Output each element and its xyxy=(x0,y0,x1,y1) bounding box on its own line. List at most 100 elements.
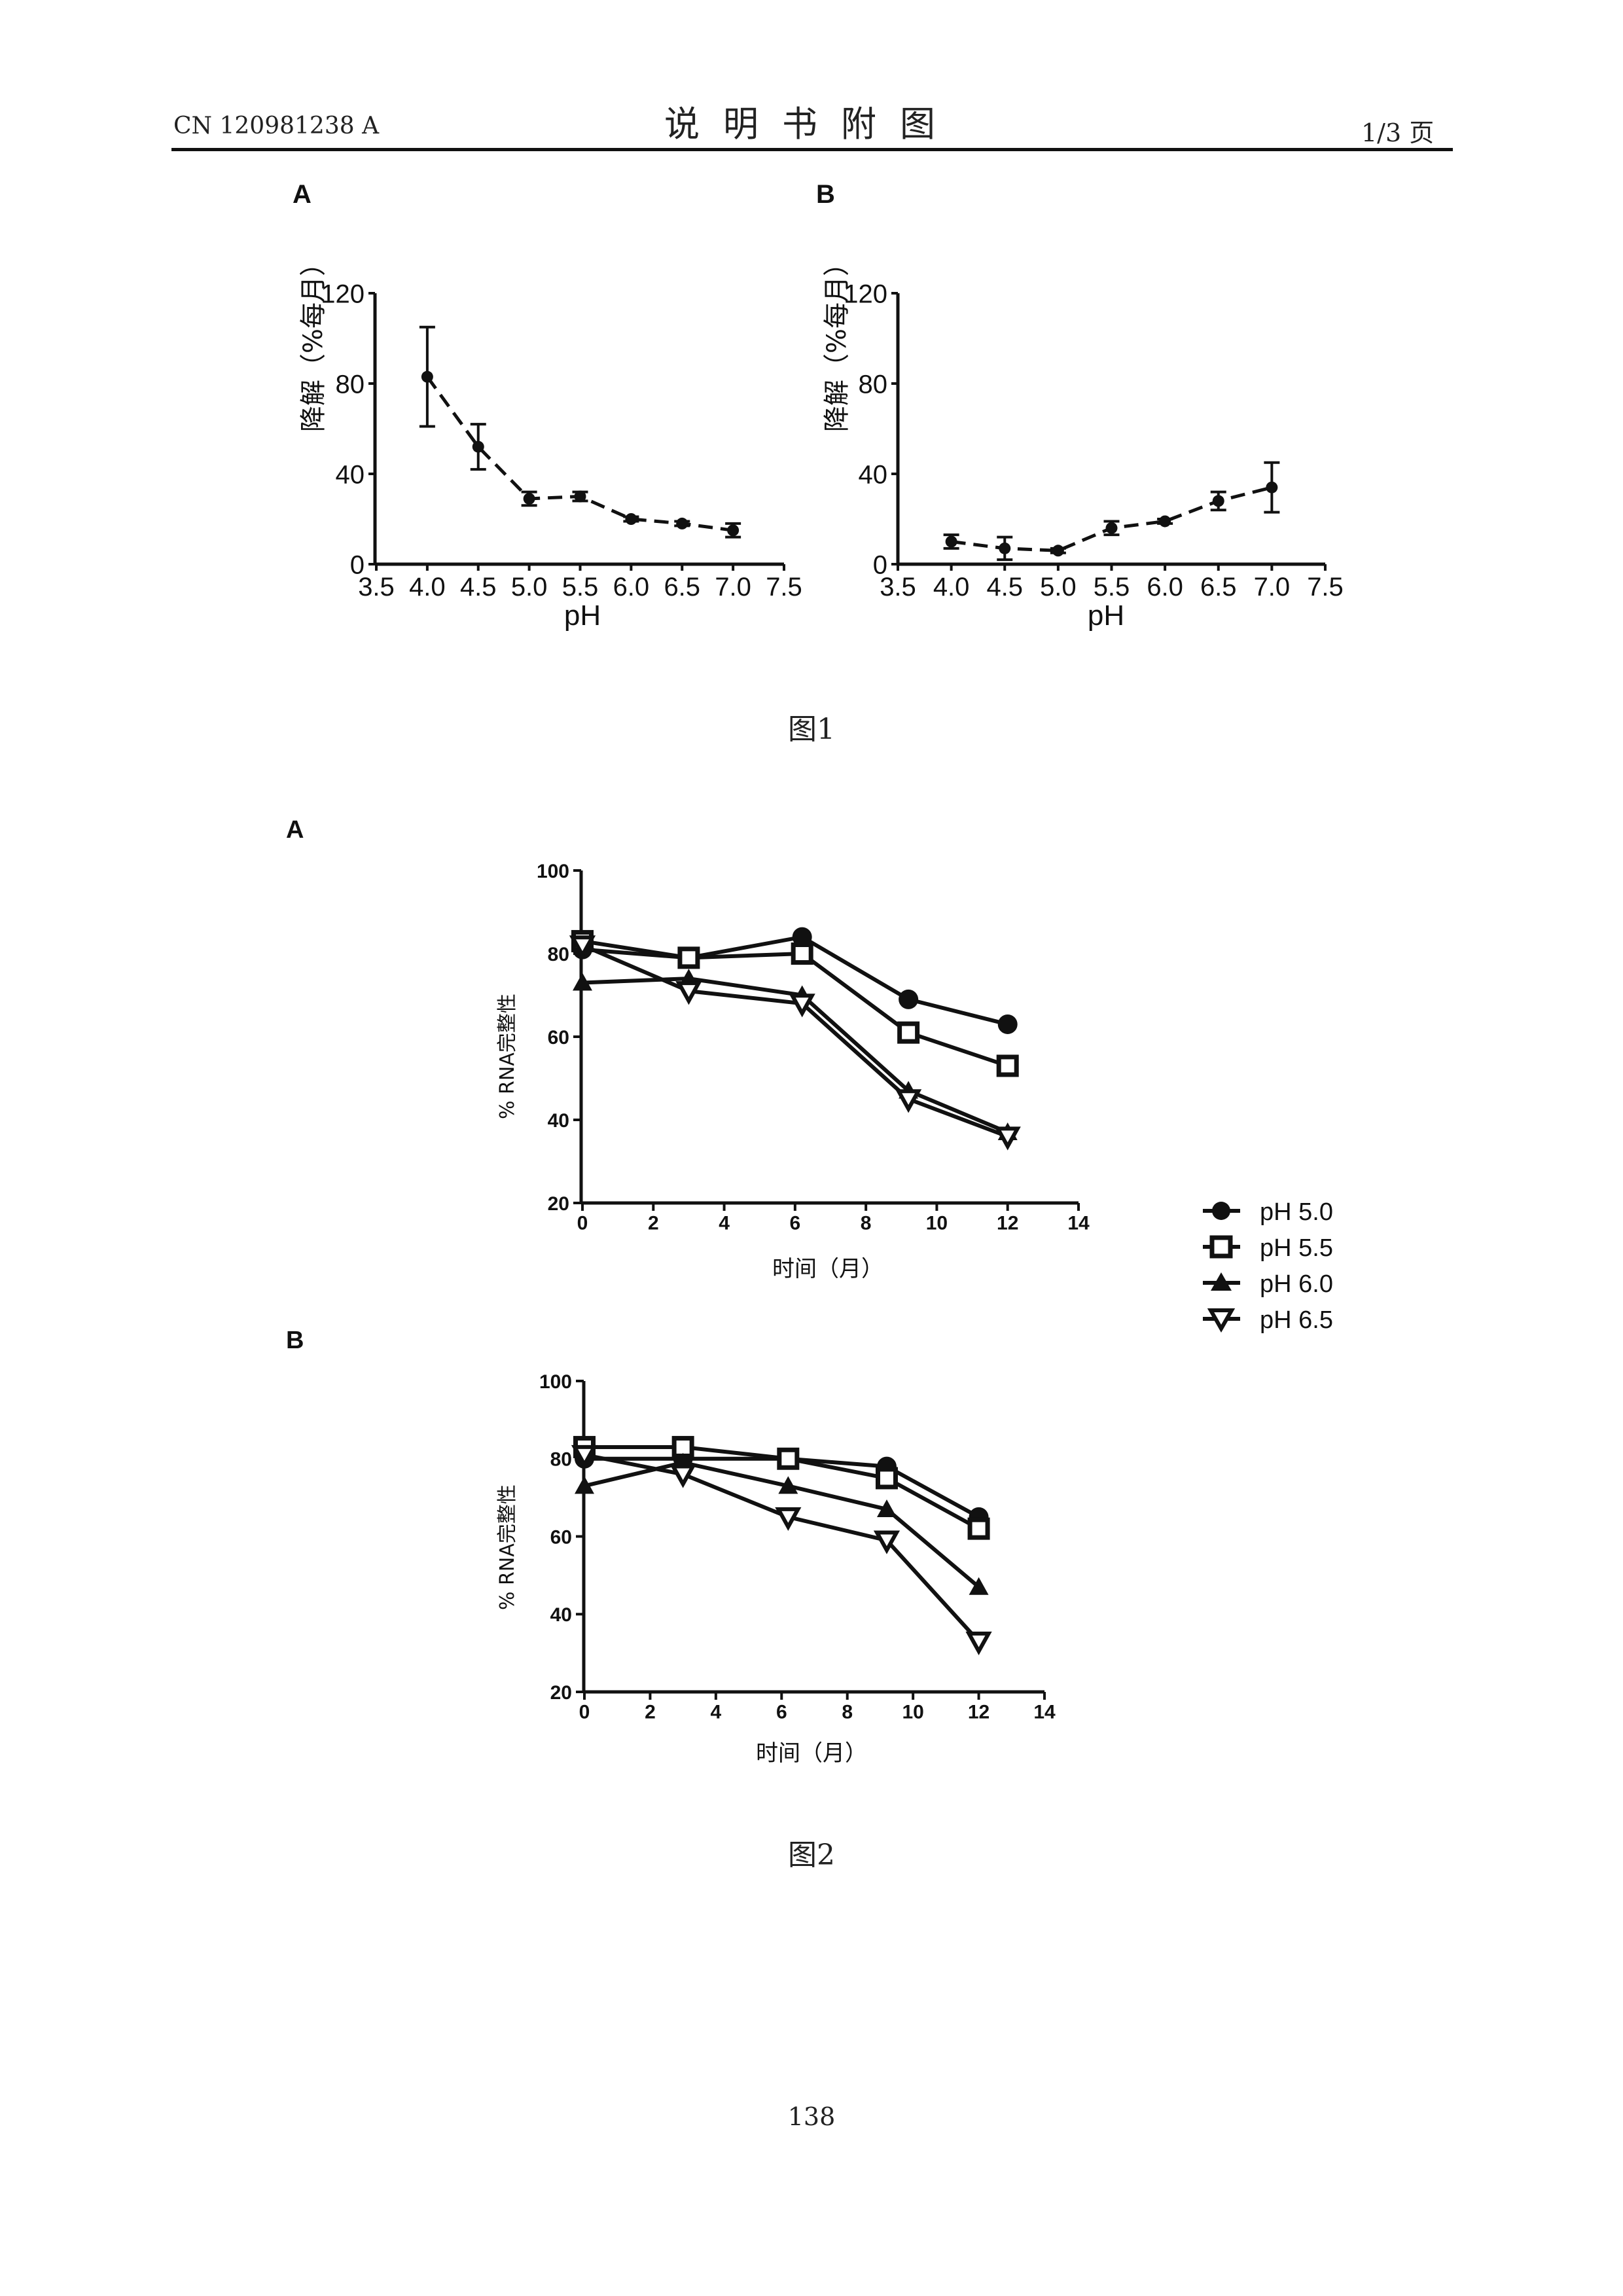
fig1A-data-point xyxy=(472,440,484,453)
fig2-legend: pH 5.0 pH 5.5 pH 6.0 pH 6.5 xyxy=(1203,1198,1333,1334)
fig2A-point-circle xyxy=(997,1014,1018,1034)
fig2B-point-inverted-triangle xyxy=(775,1507,802,1531)
fig2B-point-triangle xyxy=(876,1499,897,1517)
fig1B-ytick-label: 40 xyxy=(859,460,888,489)
fig1A-xtick-label: 6.0 xyxy=(613,573,650,601)
fig2A-point-inverted-triangle xyxy=(994,1126,1021,1151)
fig2A-xtick-label: 2 xyxy=(648,1213,659,1234)
fig2B-xtick-label: 12 xyxy=(968,1702,990,1723)
fig2b-xlabel: 时间（月） xyxy=(756,1740,867,1767)
fig2a-xlabel: 时间（月） xyxy=(772,1256,883,1282)
fig2A-ytick-label: 20 xyxy=(548,1193,569,1215)
fig2B-xtick-label: 8 xyxy=(842,1702,853,1723)
fig1A-series-line xyxy=(425,376,734,532)
fig2B-xtick-label: 14 xyxy=(1033,1702,1056,1723)
fig1B-data-point xyxy=(1052,545,1064,557)
chart-fig2A: 20 40 60 80 100 0 2 4 6 8 10 12 14 xyxy=(537,861,1090,1234)
fig2A-xtick-label: 10 xyxy=(926,1213,948,1234)
fig2A-point-inverted-triangle xyxy=(569,935,596,960)
fig1A-data-point xyxy=(676,517,688,529)
legend-circle-icon xyxy=(1212,1202,1230,1220)
fig1B-series-line xyxy=(951,486,1272,552)
fig2A-xtick-label: 0 xyxy=(577,1213,588,1234)
fig2A-point-inverted-triangle xyxy=(789,994,815,1018)
fig1A-xtick-label: 4.5 xyxy=(460,573,497,601)
fig1B-ytick-label: 0 xyxy=(873,550,887,579)
fig1A-data-point xyxy=(727,524,740,537)
fig1B-xtick-label: 6.5 xyxy=(1200,573,1237,601)
fig2A-xtick-label: 12 xyxy=(997,1213,1018,1234)
fig2a-ylabel: % RNA完整性 xyxy=(496,994,519,1119)
fig2B-point-square xyxy=(967,1517,990,1540)
fig2B-point-triangle xyxy=(778,1476,798,1494)
fig1B-xtick-label: 3.5 xyxy=(880,573,916,601)
fig1B-xtick-label: 5.5 xyxy=(1094,573,1130,601)
fig2A-point-inverted-triangle xyxy=(895,1089,922,1113)
legend-item-ph50: pH 5.0 xyxy=(1260,1198,1333,1226)
fig2B-point-inverted-triangle xyxy=(669,1464,696,1488)
fig2B-xtick-label: 10 xyxy=(902,1702,923,1723)
header-rule xyxy=(171,148,1453,151)
page-number: 138 xyxy=(787,2102,836,2131)
fig2B-ytick-label: 80 xyxy=(550,1449,572,1471)
fig2B-point-triangle xyxy=(575,1476,594,1494)
fig2B-xtick-label: 6 xyxy=(776,1702,787,1723)
page-title: 说明书附图 xyxy=(664,103,959,145)
legend-square-icon xyxy=(1209,1235,1233,1259)
legend-inverted-triangle-icon xyxy=(1207,1308,1236,1333)
fig2B-xtick-label: 4 xyxy=(711,1702,722,1723)
fig2B-point-inverted-triangle xyxy=(571,1444,598,1469)
fig2A-series-line-3 xyxy=(581,943,1008,1139)
fig1A-ytick-label: 40 xyxy=(336,460,365,489)
fig2B-point-inverted-triangle xyxy=(873,1530,901,1554)
legend-triangle-icon xyxy=(1211,1272,1232,1291)
fig2A-ytick-label: 100 xyxy=(537,861,569,882)
fig1B-xtick-label: 4.0 xyxy=(933,573,970,601)
chart-fig1A: 0 40 80 120 3.5 4.0 4.5 5.0 5.5 6.0 6.5 7.0 7.5 xyxy=(321,279,802,601)
fig2A-point-inverted-triangle xyxy=(675,981,702,1005)
fig1B-xtick-label: 6.0 xyxy=(1147,573,1183,601)
fig2B-series-line-2 xyxy=(584,1460,980,1588)
fig1-panel-b-letter: B xyxy=(816,180,835,209)
fig1B-data-point xyxy=(945,535,957,548)
fig1B-data-point xyxy=(1266,481,1278,493)
fig1A-data-point xyxy=(421,370,433,383)
fig1A-xtick-label: 7.0 xyxy=(715,573,751,601)
fig2A-point-square xyxy=(791,942,813,965)
fig1A-ytick-label: 120 xyxy=(321,279,365,308)
fig1a-xlabel: pH xyxy=(564,600,601,632)
fig2A-point-square xyxy=(897,1021,920,1044)
fig2A-xtick-label: 14 xyxy=(1067,1213,1090,1234)
fig2B-ytick-label: 20 xyxy=(550,1682,572,1704)
fig2B-xtick-label: 0 xyxy=(579,1702,590,1723)
fig2B-ytick-label: 100 xyxy=(539,1371,572,1393)
fig1a-ylabel: 降解（%每月） xyxy=(298,250,329,432)
fig2B-ytick-label: 60 xyxy=(550,1526,572,1548)
fig2-panel-a-letter: A xyxy=(286,816,304,844)
fig1A-xtick-label: 5.5 xyxy=(562,573,599,601)
fig1B-data-point xyxy=(1159,515,1171,528)
fig2B-point-triangle xyxy=(969,1577,989,1595)
patent-number: CN 120981238 A xyxy=(173,113,380,139)
fig2A-point-square xyxy=(996,1054,1019,1077)
fig2A-xtick-label: 6 xyxy=(790,1213,801,1234)
fig2B-point-square xyxy=(777,1447,800,1470)
legend-item-ph55: pH 5.5 xyxy=(1260,1234,1333,1262)
page-of: 1/3 页 xyxy=(1361,118,1435,147)
chart-fig2B: 20 40 60 80 100 0 2 4 6 8 10 12 14 xyxy=(539,1371,1056,1723)
fig1-panel-a-letter: A xyxy=(293,180,312,209)
fig1A-xtick-label: 4.0 xyxy=(409,573,446,601)
fig1B-data-point xyxy=(999,542,1011,554)
fig1B-ytick-label: 120 xyxy=(844,279,887,308)
fig1B-ytick-label: 80 xyxy=(859,370,888,399)
fig2A-ytick-label: 80 xyxy=(548,944,569,965)
fig2A-point-circle xyxy=(899,989,919,1009)
fig2B-point-inverted-triangle xyxy=(965,1631,992,1655)
fig2-panel-b-letter: B xyxy=(286,1327,304,1354)
fig1B-data-point xyxy=(1212,495,1224,507)
fig2B-point-square xyxy=(875,1467,898,1490)
fig1b-ylabel: 降解（%每月） xyxy=(822,250,852,432)
fig2b-ylabel: % RNA完整性 xyxy=(496,1484,519,1610)
figure1-caption: 图1 xyxy=(788,713,835,746)
